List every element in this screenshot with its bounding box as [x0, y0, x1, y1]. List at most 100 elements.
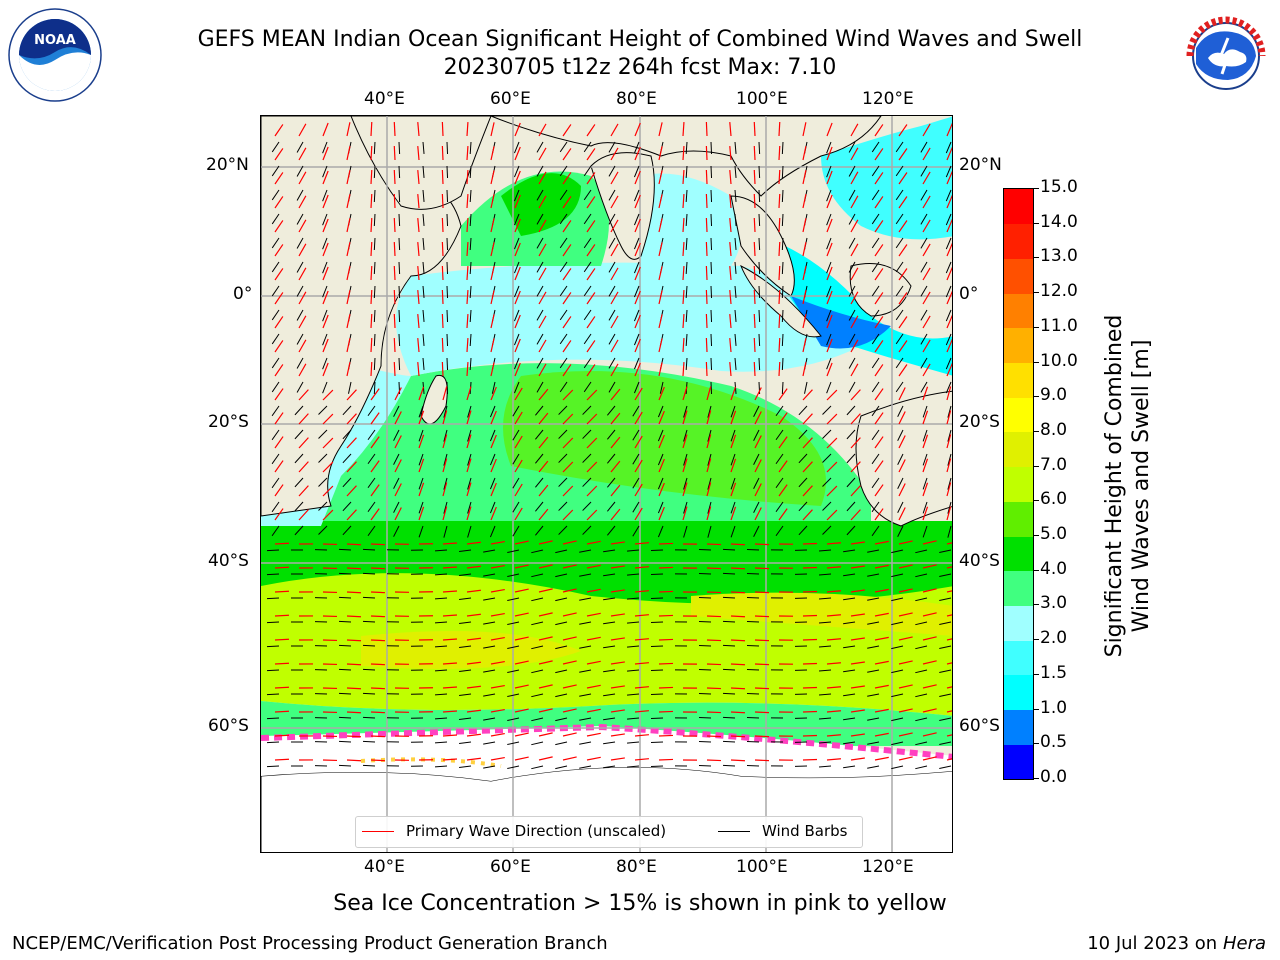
wave-arrow [922, 732, 937, 737]
wave-arrow [538, 363, 547, 377]
wind-barb [746, 716, 760, 719]
wind-barb [446, 189, 449, 203]
wave-arrow [538, 339, 547, 353]
wave-arrow [298, 291, 307, 305]
wave-arrow [441, 241, 444, 257]
wind-barb [296, 189, 304, 201]
wave-arrow [706, 482, 712, 497]
wind-barb [555, 621, 568, 626]
wave-arrow [490, 756, 505, 761]
lon-tick-bottom-120e: 120°E [862, 857, 914, 877]
wave-arrow [898, 148, 908, 161]
wave-arrow [874, 292, 884, 305]
wave-arrow [538, 315, 547, 329]
wave-arrow [706, 543, 722, 546]
wind-barb [342, 477, 352, 488]
wind-barb [871, 141, 880, 153]
wind-barb [891, 549, 904, 554]
wind-barb [536, 213, 544, 225]
wave-arrow [490, 434, 497, 449]
wave-arrow [490, 636, 505, 641]
wind-barb [939, 645, 952, 650]
wave-arrow [274, 124, 284, 137]
wind-barb [582, 525, 592, 535]
wind-barb [871, 525, 880, 537]
wind-barb [920, 141, 928, 153]
wave-arrow [634, 710, 649, 713]
wave-arrow [610, 733, 625, 737]
wind-barb [294, 453, 304, 464]
wind-barb [446, 165, 449, 179]
wind-barb [469, 237, 472, 251]
wind-barb [555, 765, 568, 770]
wave-arrow [274, 542, 290, 545]
wave-arrow [322, 194, 329, 209]
wind-barb [939, 669, 952, 674]
wave-arrow [442, 566, 458, 569]
wave-arrow [922, 588, 937, 593]
wave-arrow [538, 484, 549, 497]
wind-barb [398, 357, 401, 371]
wave-arrow [826, 170, 833, 185]
wind-barb [897, 429, 904, 441]
wind-barb [434, 621, 448, 624]
wind-barb [920, 357, 928, 369]
wave-arrow [922, 267, 931, 281]
wind-barb [920, 189, 928, 201]
wave-arrow [898, 588, 913, 593]
wind-barb [558, 429, 568, 439]
wave-arrow [706, 663, 722, 666]
wave-arrow [538, 291, 547, 305]
wind-barb [897, 501, 904, 513]
wind-barb [338, 620, 352, 623]
wave-arrow [753, 313, 756, 329]
wave-arrow [898, 459, 906, 473]
wave-arrow [370, 337, 373, 353]
wind-barb [583, 381, 592, 393]
wind-barb [489, 405, 496, 418]
wind-barb [710, 141, 713, 155]
wind-barb [434, 573, 448, 576]
wind-barb [422, 357, 425, 370]
wind-barb [734, 189, 737, 202]
wind-barb [362, 716, 376, 719]
wave-arrow [658, 434, 665, 449]
wave-arrow [850, 267, 859, 281]
wave-arrow [490, 458, 497, 473]
wind-barb [266, 717, 280, 720]
wave-arrow [658, 194, 663, 209]
lon-tick-top-80e: 80°E [616, 89, 657, 109]
colorbar-tick-mark [1034, 743, 1039, 745]
colorbar-tick-mark [1034, 500, 1039, 502]
wind-barb [722, 644, 736, 647]
wind-barb [483, 597, 496, 601]
wave-arrow [393, 121, 396, 137]
wind-barb [582, 453, 592, 463]
wind-barb [819, 621, 832, 624]
wind-barb [446, 141, 449, 155]
wave-arrow [874, 364, 884, 377]
wave-arrow [682, 121, 685, 137]
wave-arrow [538, 195, 547, 209]
wave-arrow [586, 124, 596, 137]
wave-arrow [753, 241, 756, 257]
wave-arrow [946, 242, 952, 257]
wave-arrow [393, 145, 396, 161]
wave-arrow [874, 148, 884, 161]
wave-arrow [898, 196, 908, 209]
wave-arrow [874, 732, 889, 737]
wave-arrow [466, 685, 481, 689]
colorbar-tick-mark [1034, 535, 1039, 537]
wind-barb [603, 573, 616, 577]
wave-arrow [274, 364, 284, 377]
wind-barb [434, 597, 448, 600]
wave-arrow [394, 459, 402, 473]
wind-barb [734, 165, 737, 178]
wind-barb [459, 693, 472, 697]
wind-barb [373, 285, 376, 299]
wave-arrow [514, 387, 523, 401]
wave-arrow [922, 243, 931, 257]
footer-host: Hera [1222, 933, 1266, 954]
wind-barb [607, 453, 616, 464]
wave-arrow [850, 291, 859, 305]
